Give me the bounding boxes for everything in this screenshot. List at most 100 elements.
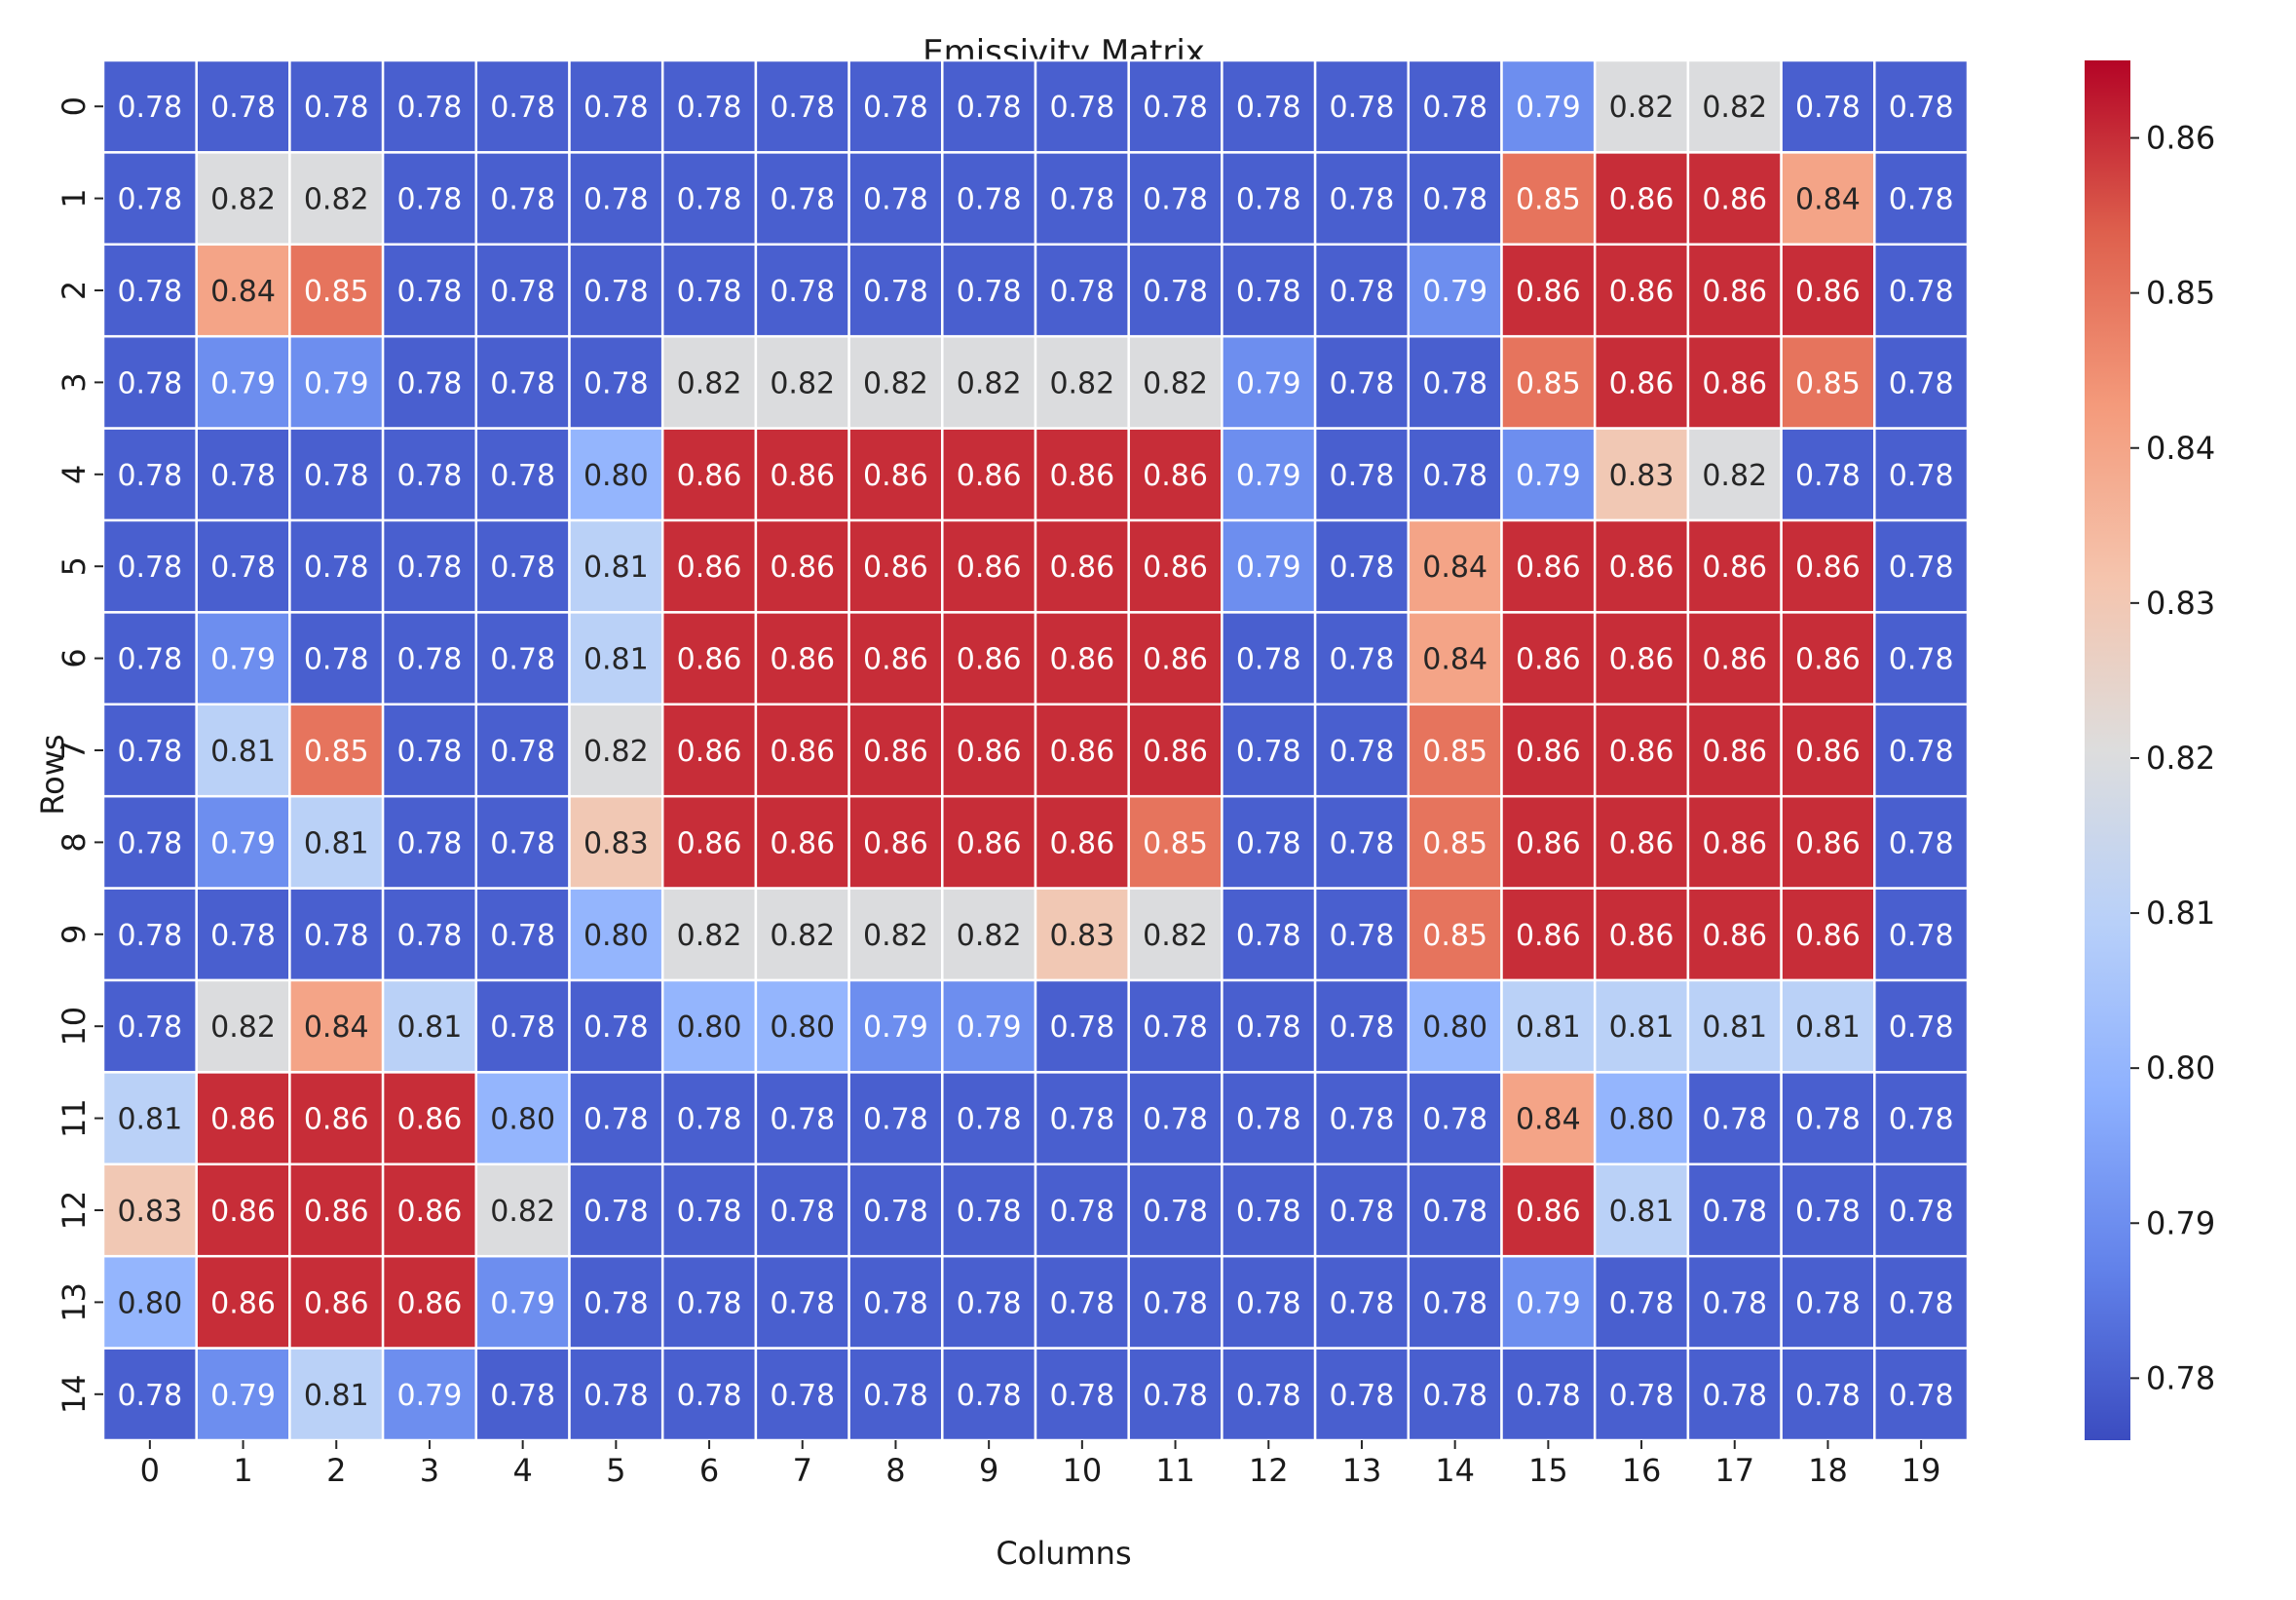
cell-value-label: 0.86 (1795, 643, 1861, 677)
heatmap-cell (1593, 611, 1690, 706)
cell-value-label: 0.85 (1422, 735, 1487, 769)
cell-value-label: 0.86 (1049, 643, 1114, 677)
cell-value-label: 0.79 (1422, 275, 1487, 309)
cell-value-label: 0.84 (210, 275, 276, 309)
y-tick-label: 14 (56, 1374, 93, 1414)
heatmap-cell (568, 703, 664, 798)
cell-value-label: 0.78 (1049, 1379, 1114, 1413)
x-tick-label: 17 (1714, 1452, 1754, 1489)
heatmap-cell (195, 978, 291, 1074)
cell-value-label: 0.78 (770, 1195, 835, 1229)
heatmap-cell (1221, 518, 1317, 614)
cell-value-label: 0.86 (1795, 826, 1861, 860)
cell-value-label: 0.86 (210, 1286, 276, 1320)
cell-value-label: 0.78 (1889, 366, 1954, 400)
cell-value-label: 0.78 (304, 459, 369, 493)
cell-value-label: 0.78 (583, 366, 649, 400)
cell-value-label: 0.78 (583, 1010, 649, 1045)
cell-value-label: 0.78 (397, 643, 463, 677)
cell-value-label: 0.82 (1143, 366, 1208, 400)
heatmap-cell (1873, 334, 1970, 430)
cell-value-label: 0.78 (117, 91, 182, 125)
heatmap-cell (1500, 978, 1597, 1074)
cell-value-label: 0.78 (1889, 643, 1954, 677)
heatmap-cell (288, 518, 385, 614)
cell-value-label: 0.78 (490, 643, 555, 677)
x-tick-label: 14 (1435, 1452, 1475, 1489)
cell-value-label: 0.86 (1049, 826, 1114, 860)
cell-value-label: 0.78 (1330, 459, 1395, 493)
heatmap-cell (941, 794, 1037, 890)
cell-value-label: 0.78 (1143, 91, 1208, 125)
cell-value-label: 0.86 (210, 1195, 276, 1229)
y-tick-label: 4 (56, 465, 93, 484)
heatmap-cell (941, 243, 1037, 338)
heatmap-cell (1686, 58, 1783, 154)
cell-value-label: 0.78 (1889, 551, 1954, 585)
heatmap-cell (568, 1071, 664, 1166)
cell-value-label: 0.80 (1609, 1103, 1675, 1137)
heatmap-cell (1873, 887, 1970, 982)
heatmap-cell (1127, 334, 1223, 430)
cell-value-label: 0.86 (304, 1195, 369, 1229)
heatmap-cell (568, 151, 664, 247)
cell-value-label: 0.79 (1236, 551, 1301, 585)
heatmap-cell (1686, 427, 1783, 522)
heatmap-cell (1221, 703, 1317, 798)
cell-value-label: 0.82 (210, 183, 276, 217)
cell-value-label: 0.78 (957, 91, 1022, 125)
heatmap-cell (1780, 887, 1876, 982)
colorbar-tick-label: 0.82 (2146, 740, 2215, 777)
cell-value-label: 0.86 (957, 826, 1022, 860)
x-tick-label: 6 (699, 1452, 719, 1489)
cell-value-label: 0.78 (1049, 1195, 1114, 1229)
cell-value-label: 0.78 (957, 1286, 1022, 1320)
cell-value-label: 0.86 (770, 735, 835, 769)
cell-value-label: 0.80 (490, 1103, 555, 1137)
cell-value-label: 0.78 (210, 551, 276, 585)
colorbar-gradient (2085, 60, 2130, 1440)
colorbar-tick-label: 0.86 (2146, 120, 2215, 157)
cell-value-label: 0.78 (1422, 459, 1487, 493)
heatmap-cell (754, 703, 850, 798)
colorbar-tick-label: 0.84 (2146, 430, 2215, 467)
heatmap-cell (1221, 887, 1317, 982)
cell-value-label: 0.78 (1236, 919, 1301, 953)
cell-value-label: 0.79 (1516, 459, 1581, 493)
heatmap-cell (1780, 334, 1876, 430)
heatmap-cell (660, 794, 758, 890)
cell-value-label: 0.86 (1609, 643, 1675, 677)
x-tick-label: 0 (140, 1452, 160, 1489)
heatmap-cell (381, 978, 478, 1074)
heatmap-cell (941, 151, 1037, 247)
y-tick-label: 12 (56, 1191, 93, 1231)
cell-value-label: 0.78 (1422, 183, 1487, 217)
cell-value-label: 0.78 (583, 275, 649, 309)
cell-value-label: 0.86 (1702, 643, 1767, 677)
heatmap-cell (568, 611, 664, 706)
colorbar-tick-label: 0.79 (2146, 1204, 2215, 1241)
cell-value-label: 0.78 (1702, 1195, 1767, 1229)
cell-value-label: 0.78 (1609, 1286, 1675, 1320)
cell-value-label: 0.86 (770, 551, 835, 585)
heatmap-cell (1313, 58, 1411, 154)
cell-value-label: 0.78 (1330, 1379, 1395, 1413)
cell-value-label: 0.86 (1143, 643, 1208, 677)
cell-value-label: 0.86 (1795, 919, 1861, 953)
x-tick-label: 4 (512, 1452, 532, 1489)
cell-value-label: 0.78 (1236, 735, 1301, 769)
cell-value-label: 0.84 (1422, 551, 1487, 585)
cell-value-label: 0.78 (1516, 1379, 1581, 1413)
heatmap-cell-labels: 0.78 0.78 0.78 0.78 0.78 0.78 0.78 0.78 0.78 0.78… (117, 91, 1953, 1413)
heatmap-cell (847, 887, 944, 982)
heatmap-cell (660, 427, 758, 522)
cell-value-label: 0.78 (1143, 1103, 1208, 1137)
heatmap-cell (1686, 1071, 1783, 1166)
cell-value-label: 0.86 (397, 1286, 463, 1320)
heatmap-cell (1686, 1162, 1783, 1258)
heatmap-cell (660, 1347, 758, 1442)
heatmap-cell (941, 58, 1037, 154)
heatmap-cell (1313, 518, 1411, 614)
cell-value-label: 0.81 (583, 643, 649, 677)
heatmap-cell (941, 1071, 1037, 1166)
